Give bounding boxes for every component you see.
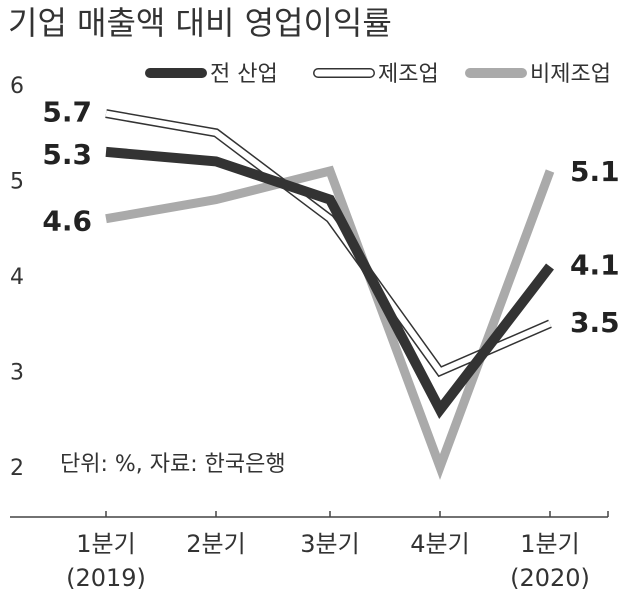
y-tick-label: 6 bbox=[10, 74, 24, 99]
x-tick-label: 1분기 bbox=[76, 530, 135, 558]
x-tick-label: (2019) bbox=[66, 564, 146, 592]
data-label: 5.7 bbox=[42, 96, 92, 129]
y-tick-label: 3 bbox=[10, 361, 24, 386]
axes: 2 3 4 5 6 1분기 (2019) 2분기 3분기 4분기 1분기 (2020) bbox=[10, 74, 609, 592]
series-lines bbox=[105, 109, 555, 480]
series-line-all-industries bbox=[105, 146, 554, 419]
data-label: 4.1 bbox=[570, 248, 620, 281]
legend: 전 산업 제조업 비제조업 bbox=[145, 62, 611, 87]
legend-label: 비제조업 bbox=[530, 62, 611, 87]
source-note: 단위: %, 자료: 한국은행 bbox=[60, 452, 286, 477]
y-tick-label: 5 bbox=[10, 170, 24, 195]
y-tick-label: 2 bbox=[10, 456, 24, 481]
chart-title: 기업 매출액 대비 영업이익률 bbox=[8, 4, 392, 42]
x-tick-label: 1분기 bbox=[520, 530, 579, 558]
legend-label: 제조업 bbox=[378, 62, 439, 87]
data-labels: 5.3 4.1 5.7 3.5 4.6 5.1 bbox=[42, 96, 619, 339]
data-label: 5.1 bbox=[570, 155, 620, 188]
series-line-manufacturing-inner bbox=[105, 110, 552, 376]
series-line-manufacturing bbox=[105, 109, 552, 378]
x-tick-label: 2분기 bbox=[186, 530, 245, 558]
x-tick-label: 4분기 bbox=[410, 530, 469, 558]
data-label: 3.5 bbox=[570, 306, 620, 339]
x-tick-label: (2020) bbox=[510, 564, 590, 592]
legend-label: 전 산업 bbox=[210, 62, 278, 87]
y-tick-label: 4 bbox=[10, 265, 24, 290]
data-label: 5.3 bbox=[42, 138, 92, 171]
data-label: 4.6 bbox=[42, 205, 92, 238]
x-tick-label: 3분기 bbox=[300, 530, 359, 558]
